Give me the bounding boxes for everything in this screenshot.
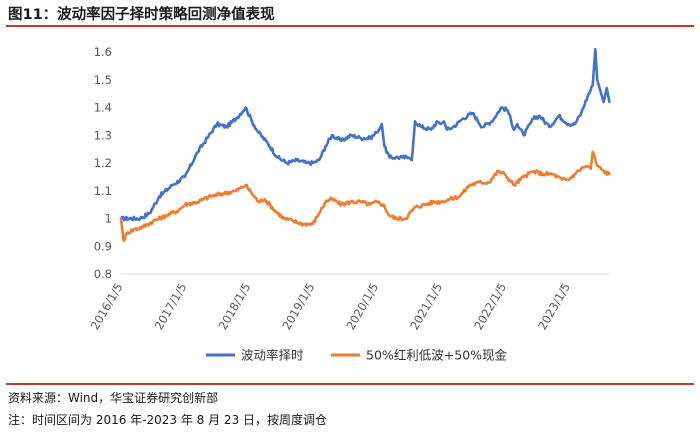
y-tick-label: 1.4 xyxy=(94,101,112,115)
x-tick-label: 2016/1/5 xyxy=(88,281,126,333)
series-line-1 xyxy=(119,47,611,222)
y-tick-label: 1.5 xyxy=(94,73,112,87)
title-rule xyxy=(6,25,694,27)
x-tick-label: 2022/1/5 xyxy=(471,281,509,333)
legend-label-1: 波动率择时 xyxy=(241,348,304,363)
y-tick-label: 1.2 xyxy=(94,156,112,170)
figure-title: 图11：波动率因子择时策略回测净值表现 xyxy=(8,7,275,23)
series-line-2 xyxy=(119,150,611,242)
y-tick-label: 0.8 xyxy=(94,267,112,281)
x-axis-ticks: 2016/1/5 2017/1/5 2018/1/5 2019/1/5 2020/1/5… xyxy=(88,281,573,333)
legend: 波动率择时 50%红利低波+50%现金 xyxy=(206,348,508,363)
y-tick-label: 1.3 xyxy=(94,128,112,142)
x-tick-label: 2023/1/5 xyxy=(535,281,573,333)
line-chart: 0.8 0.9 1 1.1 1.2 1.3 1.4 1.5 1.6 2016/1/5 2017/1… xyxy=(88,45,611,363)
x-tick-label: 2020/1/5 xyxy=(343,281,381,333)
x-tick-label: 2021/1/5 xyxy=(407,281,445,333)
footer-rule xyxy=(6,383,694,385)
x-tick-label: 2018/1/5 xyxy=(215,281,253,333)
legend-label-2: 50%红利低波+50%现金 xyxy=(366,348,508,363)
y-tick-label: 1.6 xyxy=(94,45,112,59)
x-tick-label: 2017/1/5 xyxy=(152,281,190,333)
y-tick-label: 1.1 xyxy=(94,184,112,198)
source-note: 资料来源：Wind，华宝证券研究创新部 xyxy=(8,391,219,405)
period-note: 注：时间区间为 2016 年-2023 年 8 月 23 日，按周度调仓 xyxy=(8,413,328,427)
y-tick-label: 0.9 xyxy=(94,239,112,253)
series-layer xyxy=(119,47,611,242)
x-tick-label: 2019/1/5 xyxy=(279,281,317,333)
y-tick-label: 1 xyxy=(105,212,112,226)
y-axis-ticks: 0.8 0.9 1 1.1 1.2 1.3 1.4 1.5 1.6 xyxy=(94,45,112,281)
